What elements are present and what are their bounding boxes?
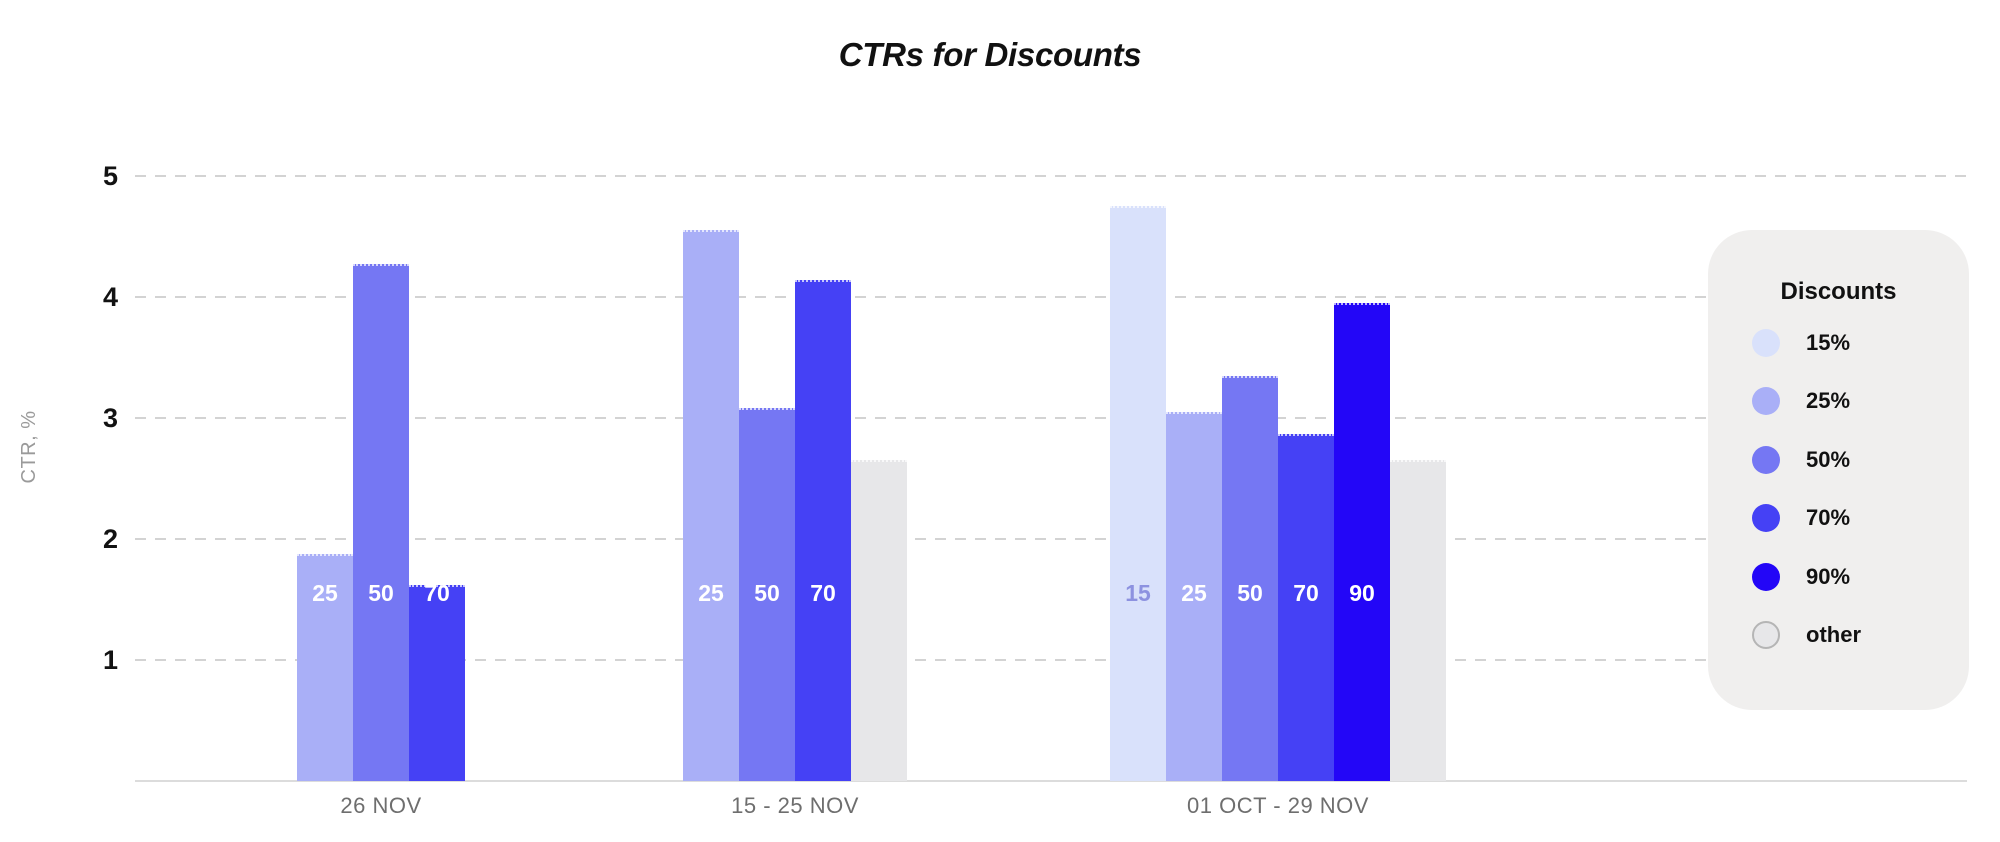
gridline — [135, 296, 1967, 298]
y-tick-label: 1 — [102, 645, 118, 675]
bar-label: 50 — [754, 580, 780, 606]
bar-label: 25 — [312, 580, 338, 606]
bar-01-oct-29-nov-15[interactable] — [1110, 206, 1166, 781]
y-tick-label: 2 — [102, 524, 118, 554]
x-category-label: 26 NOV — [340, 793, 422, 818]
legend-swatch-other — [1752, 621, 1780, 649]
legend-item-90[interactable]: 90% — [1708, 562, 1969, 591]
legend-item-70[interactable]: 70% — [1708, 504, 1969, 533]
bar-01-oct-29-nov-70[interactable] — [1278, 433, 1334, 781]
legend-item-label: 50% — [1806, 446, 1851, 472]
legend-item-50[interactable]: 50% — [1708, 445, 1969, 474]
legend-item-label: 25% — [1806, 388, 1851, 414]
bar-26-nov-50[interactable] — [353, 264, 409, 781]
bar-label: 25 — [698, 580, 724, 606]
legend-item-label: 90% — [1806, 563, 1851, 589]
legend-item-15[interactable]: 15% — [1708, 329, 1969, 357]
legend-swatch-90 — [1752, 562, 1780, 591]
y-tick-label: 5 — [102, 161, 118, 191]
bar-label: 70 — [810, 580, 836, 606]
bar-01-oct-29-nov-other[interactable] — [1390, 460, 1446, 781]
bar-01-oct-29-nov-25[interactable] — [1166, 411, 1222, 781]
bar-01-oct-29-nov-90[interactable] — [1334, 303, 1390, 781]
gridline — [135, 175, 1967, 177]
bar-label: 70 — [1293, 580, 1319, 606]
gridline — [135, 659, 1967, 661]
legend-item-label: other — [1806, 622, 1861, 647]
legend-item-label: 15% — [1806, 330, 1851, 355]
bar-26-nov-25[interactable] — [297, 553, 353, 781]
chart-title: CTRs for Discounts — [838, 36, 1142, 73]
bar-label: 50 — [368, 580, 394, 606]
y-axis-label: CTR, % — [18, 410, 40, 484]
legend-item-label: 70% — [1806, 505, 1851, 531]
x-axis-line — [135, 780, 1967, 782]
bar-15-25-nov-50[interactable] — [739, 408, 795, 781]
y-tick-label: 3 — [102, 403, 118, 433]
legend-item-25[interactable]: 25% — [1708, 387, 1969, 416]
x-category-label: 15 - 25 NOV — [731, 793, 859, 818]
bar-15-25-nov-other[interactable] — [851, 460, 907, 781]
legend-item-other[interactable]: other — [1708, 621, 1969, 649]
bar-label: 25 — [1181, 580, 1207, 606]
legend-swatch-25 — [1752, 387, 1780, 416]
legend-swatch-70 — [1752, 504, 1780, 533]
bar-label: 90 — [1349, 580, 1375, 606]
y-tick-label: 4 — [102, 282, 118, 312]
legend-panel: Discounts 15% 25% 50% 70% 90% other — [1708, 230, 1969, 710]
bar-15-25-nov-70[interactable] — [795, 280, 851, 781]
legend-swatch-15 — [1752, 329, 1780, 357]
gridline — [135, 417, 1967, 419]
bar-01-oct-29-nov-50[interactable] — [1222, 375, 1278, 781]
legend-swatch-50 — [1752, 445, 1780, 474]
bar-label: 70 — [424, 580, 450, 606]
gridline — [135, 538, 1967, 540]
x-category-label: 01 OCT - 29 NOV — [1187, 793, 1369, 818]
bar-label: 50 — [1237, 580, 1263, 606]
bar-label: 15 — [1125, 580, 1151, 606]
bar-15-25-nov-25[interactable] — [683, 230, 739, 781]
legend-title: Discounts — [1780, 278, 1897, 305]
bar-26-nov-70[interactable] — [409, 584, 465, 781]
